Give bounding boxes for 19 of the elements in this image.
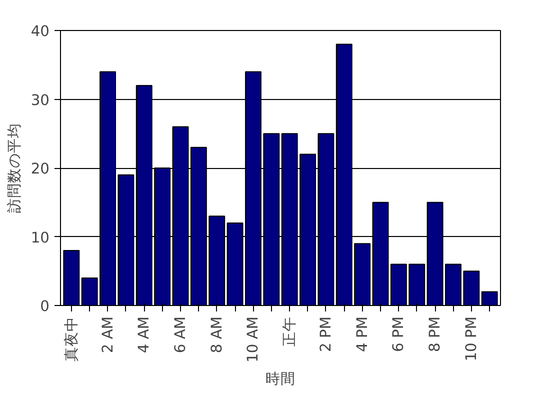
x-tick-label: 4 PM	[354, 316, 371, 352]
x-axis-title: 時間	[266, 370, 296, 388]
y-tick-label: 0	[40, 298, 50, 315]
y-tick-label: 10	[30, 229, 50, 246]
x-tick-label: 4 AM	[136, 316, 153, 354]
x-tick-label: 10 PM	[462, 316, 480, 362]
x-tick-label: 8 PM	[426, 316, 444, 352]
x-tick-label: 2 PM	[317, 316, 334, 352]
x-tick-label: 10 AM	[244, 316, 262, 362]
x-tick-label: 正午	[281, 316, 298, 346]
y-tick-label: 40	[30, 23, 50, 40]
y-axis-title: 訪問数の平均	[6, 123, 23, 213]
x-tick-label: 6 PM	[390, 316, 408, 352]
x-tick-label: 2 AM	[99, 316, 116, 354]
x-tick-label: 8 AM	[208, 316, 226, 354]
y-tick-label: 20	[30, 160, 50, 178]
x-tick-label: 6 AM	[172, 316, 189, 354]
y-tick-label: 30	[30, 92, 50, 109]
x-tick-label: 真夜中	[62, 316, 80, 362]
